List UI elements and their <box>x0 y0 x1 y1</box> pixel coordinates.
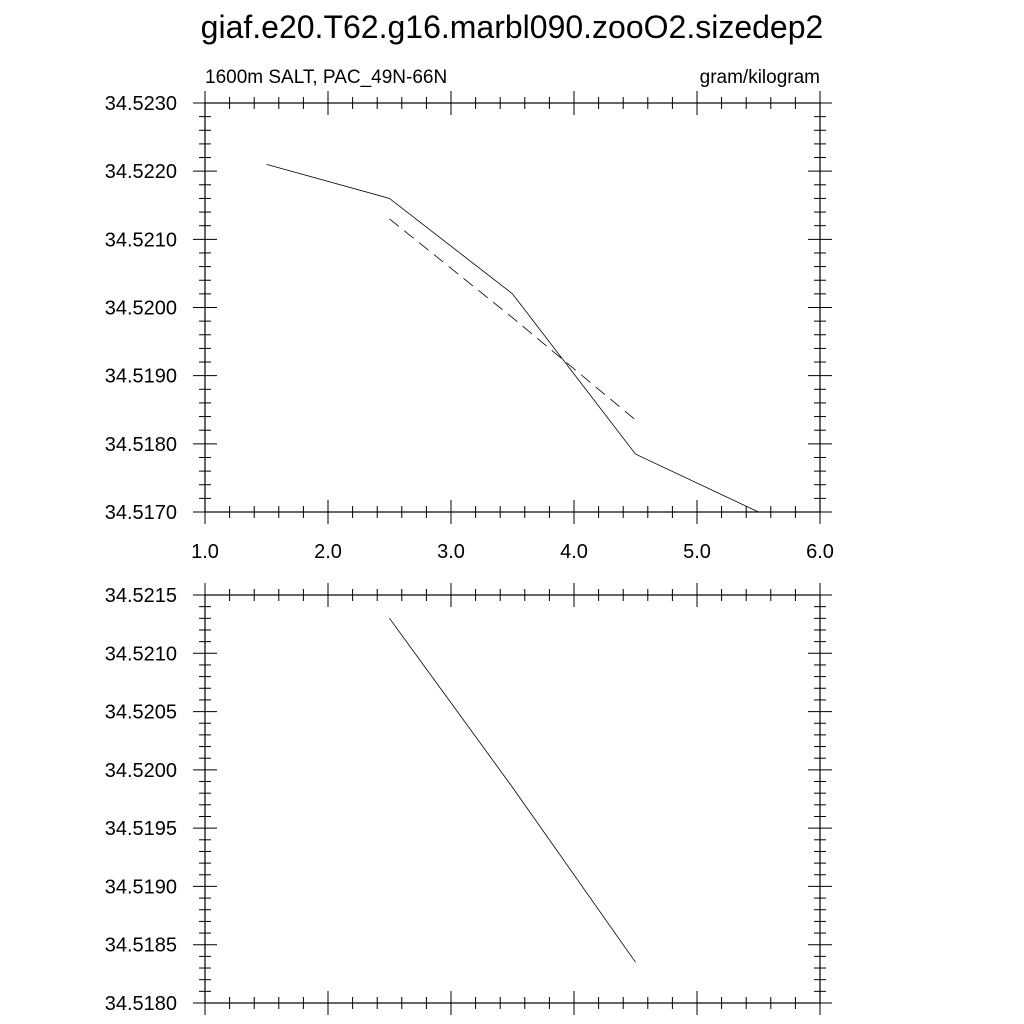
plot-frame <box>204 594 821 1004</box>
y-tick-label: 34.5200 <box>105 760 177 782</box>
x-tick-label: 4.0 <box>560 541 588 563</box>
subtitle-right: gram/kilogram <box>700 67 820 88</box>
y-tick-label: 34.5190 <box>105 876 177 898</box>
y-tick-label: 34.5230 <box>105 93 177 115</box>
y-tick-label: 34.5205 <box>105 702 177 724</box>
series-line-solid <box>389 618 636 963</box>
x-tick-label: 3.0 <box>437 541 465 563</box>
chart-panel-top: 1600m SALT, PAC_49N-66N gram/kilogram 1.0 2… <box>105 67 834 563</box>
x-tick-label: 2.0 <box>314 541 342 563</box>
x-tick-label: 5.0 <box>683 541 711 563</box>
y-tick-label: 34.5190 <box>105 366 177 388</box>
y-tick-label: 34.5195 <box>105 818 177 840</box>
y-tick-label: 34.5220 <box>105 161 177 183</box>
y-tick-label: 34.5180 <box>105 993 177 1015</box>
subtitle-left: 1600m SALT, PAC_49N-66N <box>205 67 447 88</box>
figure-title: giaf.e20.T62.g16.marbl090.zooO2.sizedep2 <box>201 9 824 45</box>
y-tick-label: 34.5185 <box>105 935 177 957</box>
series-line-solid <box>266 163 759 513</box>
y-tick-label: 34.5215 <box>105 585 177 607</box>
y-tick-label: 34.5200 <box>105 298 177 320</box>
x-tick-label: 1.0 <box>191 541 219 563</box>
x-tick-label: 6.0 <box>806 541 834 563</box>
plot-frame <box>204 102 821 513</box>
y-tick-label: 34.5210 <box>105 229 177 251</box>
y-tick-label: 34.5180 <box>105 434 177 456</box>
series-line-dashed <box>389 218 636 421</box>
y-tick-label: 34.5170 <box>105 502 177 524</box>
y-tick-label: 34.5210 <box>105 643 177 665</box>
chart-panel-bottom: 34.5180 34.5185 34.5190 34.5195 34.5200 34.52… <box>105 583 832 1015</box>
